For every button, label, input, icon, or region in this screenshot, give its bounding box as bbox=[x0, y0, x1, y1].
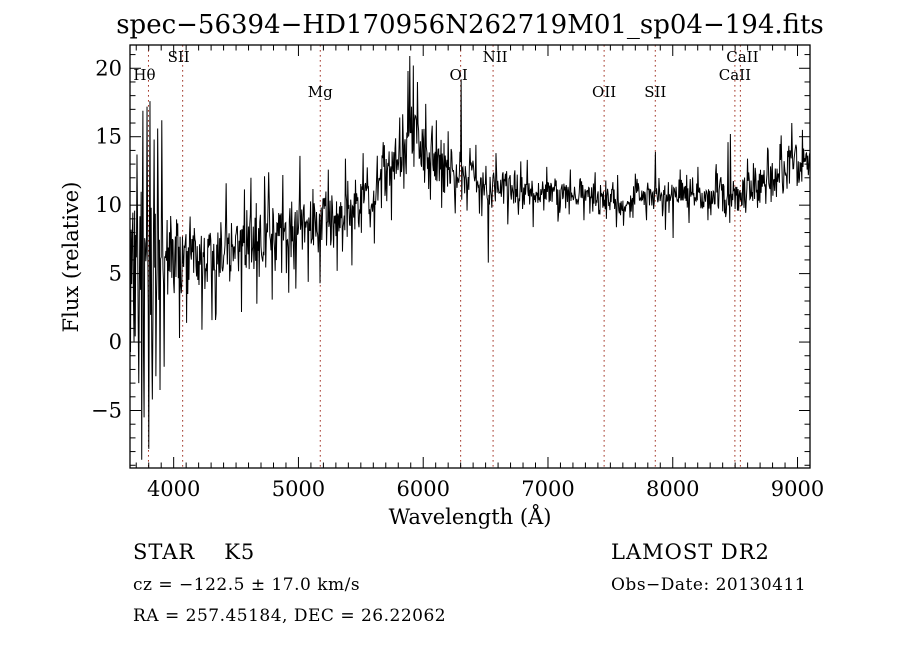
survey-text: LAMOST DR2 bbox=[611, 540, 770, 564]
spectrum-trace bbox=[130, 55, 810, 460]
spectral-line-label: CaII bbox=[726, 48, 758, 66]
x-axis-label: Wavelength (Å) bbox=[388, 505, 552, 529]
x-tick-label: 4000 bbox=[147, 477, 200, 501]
x-tick-label: 5000 bbox=[272, 477, 325, 501]
spectral-line-label: CaII bbox=[719, 66, 751, 84]
y-axis-label: Flux (relative) bbox=[59, 181, 83, 333]
spectral-line-label: OI bbox=[450, 66, 468, 84]
spectral-line-label: Hθ bbox=[133, 66, 155, 84]
plot-box bbox=[129, 44, 811, 469]
y-tick-label: 5 bbox=[109, 262, 122, 286]
cz-text: cz = −122.5 ± 17.0 km/s bbox=[133, 575, 361, 595]
y-tick-label: 20 bbox=[95, 56, 122, 80]
object-class-text: STAR K5 bbox=[133, 540, 255, 564]
object-subclass: K5 bbox=[224, 540, 256, 564]
x-tick-label: 6000 bbox=[396, 477, 449, 501]
x-tick-label: 9000 bbox=[771, 477, 824, 501]
y-tick-label: 0 bbox=[109, 330, 122, 354]
radec-text: RA = 257.45184, DEC = 26.22062 bbox=[133, 606, 447, 626]
x-tick-label: 8000 bbox=[646, 477, 699, 501]
y-tick-label: 15 bbox=[95, 125, 122, 149]
y-tick-label: −5 bbox=[91, 399, 122, 423]
plot-title: spec−56394−HD170956N262719M01_sp04−194.f… bbox=[116, 10, 824, 40]
spectral-line-label: SII bbox=[168, 48, 190, 66]
x-tick-label: 7000 bbox=[521, 477, 574, 501]
spectral-line-label: Mg bbox=[308, 83, 333, 101]
object-type: STAR bbox=[133, 540, 196, 564]
spectral-line-label: SII bbox=[644, 83, 666, 101]
y-tick-label: 10 bbox=[95, 193, 122, 217]
spectral-line-label: NII bbox=[483, 48, 508, 66]
spectral-line-label: OII bbox=[592, 83, 616, 101]
obs-date-text: Obs−Date: 20130411 bbox=[611, 575, 807, 595]
